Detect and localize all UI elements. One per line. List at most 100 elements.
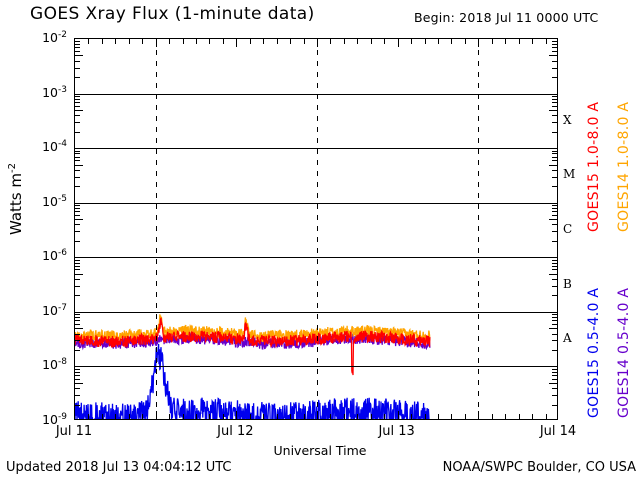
minor-tick bbox=[552, 340, 557, 341]
minor-tick bbox=[519, 39, 520, 44]
minor-tick bbox=[552, 241, 557, 242]
y-tick-mantissa: 10 bbox=[42, 193, 59, 209]
minor-tick bbox=[552, 320, 557, 321]
minor-tick bbox=[75, 44, 80, 45]
minor-tick bbox=[552, 211, 557, 212]
minor-tick bbox=[75, 186, 80, 187]
minor-tick bbox=[75, 61, 80, 62]
minor-tick bbox=[75, 405, 80, 406]
x-tick-label-jul-13: Jul 13 bbox=[378, 424, 415, 439]
minor-tick bbox=[75, 369, 80, 370]
minor-tick bbox=[290, 414, 291, 419]
minor-tick bbox=[236, 411, 237, 419]
minor-tick bbox=[451, 414, 452, 419]
legend-goes14-long: GOES14 1.0-8.0 A bbox=[616, 101, 632, 232]
minor-tick bbox=[75, 219, 83, 220]
begin-time-label: Begin: 2018 Jul 11 0000 UTC bbox=[414, 10, 599, 25]
minor-tick bbox=[552, 170, 557, 171]
y-tick-exponent: -8 bbox=[58, 357, 67, 368]
y-tick-label--9: 10-9 bbox=[42, 412, 67, 427]
minor-tick bbox=[552, 186, 557, 187]
y-tick-label--4: 10-4 bbox=[42, 139, 67, 154]
minor-tick bbox=[552, 224, 557, 225]
minor-tick bbox=[304, 414, 305, 419]
minor-tick bbox=[75, 320, 80, 321]
minor-tick bbox=[75, 55, 83, 56]
minor-tick bbox=[156, 39, 157, 47]
minor-tick bbox=[552, 279, 557, 280]
minor-tick bbox=[552, 122, 557, 123]
minor-tick bbox=[290, 39, 291, 44]
minor-tick bbox=[75, 372, 80, 373]
minor-tick bbox=[75, 375, 80, 376]
minor-tick bbox=[75, 102, 80, 103]
minor-tick bbox=[552, 379, 557, 380]
minor-tick bbox=[465, 414, 466, 419]
minor-tick bbox=[552, 295, 557, 296]
minor-tick bbox=[549, 110, 557, 111]
y-tick-exponent: -6 bbox=[58, 248, 67, 259]
minor-tick bbox=[552, 334, 557, 335]
gridline-horizontal bbox=[75, 94, 557, 95]
minor-tick bbox=[552, 324, 557, 325]
x-tick-label-jul-11: Jul 11 bbox=[55, 424, 93, 439]
minor-tick bbox=[492, 39, 493, 44]
minor-tick bbox=[552, 115, 557, 116]
minor-tick bbox=[451, 39, 452, 44]
minor-tick bbox=[492, 414, 493, 419]
minor-tick bbox=[552, 132, 557, 133]
y-tick-mantissa: 10 bbox=[42, 248, 59, 264]
minor-tick bbox=[75, 295, 80, 296]
minor-tick bbox=[209, 39, 210, 44]
minor-tick bbox=[75, 165, 83, 166]
plot-area bbox=[74, 38, 558, 420]
minor-tick bbox=[330, 39, 331, 44]
minor-tick bbox=[75, 286, 80, 287]
minor-tick bbox=[209, 414, 210, 419]
minor-tick bbox=[75, 224, 80, 225]
minor-tick bbox=[75, 177, 80, 178]
flare-class-C: C bbox=[563, 222, 573, 236]
minor-tick bbox=[75, 96, 80, 97]
data-traces bbox=[75, 314, 431, 419]
minor-tick bbox=[183, 414, 184, 419]
minor-tick bbox=[465, 39, 466, 44]
minor-tick bbox=[552, 51, 557, 52]
minor-tick bbox=[344, 414, 345, 419]
flare-class-M: M bbox=[563, 167, 576, 182]
minor-tick bbox=[169, 39, 170, 44]
y-tick-exponent: -7 bbox=[58, 302, 67, 313]
minor-tick bbox=[552, 205, 557, 206]
y-tick-mantissa: 10 bbox=[42, 412, 59, 428]
minor-tick bbox=[236, 39, 237, 47]
y-tick-exponent: -4 bbox=[58, 139, 67, 150]
minor-tick bbox=[75, 132, 80, 133]
minor-tick bbox=[552, 99, 557, 100]
minor-tick bbox=[552, 68, 557, 69]
minor-tick bbox=[425, 39, 426, 44]
minor-tick bbox=[75, 266, 80, 267]
minor-tick bbox=[552, 41, 557, 42]
minor-tick bbox=[196, 39, 197, 44]
minor-tick bbox=[438, 39, 439, 44]
minor-tick bbox=[250, 39, 251, 44]
minor-tick bbox=[552, 231, 557, 232]
minor-tick bbox=[75, 350, 80, 351]
flare-class-B: B bbox=[563, 276, 572, 291]
minor-tick bbox=[75, 122, 80, 123]
y-tick-label--6: 10-6 bbox=[42, 248, 67, 263]
gridline-horizontal bbox=[75, 312, 557, 313]
minor-tick bbox=[102, 39, 103, 44]
minor-tick bbox=[478, 39, 479, 47]
y-tick-mantissa: 10 bbox=[42, 30, 59, 46]
minor-tick bbox=[552, 77, 557, 78]
minor-tick bbox=[552, 375, 557, 376]
gridline-vertical-dashed bbox=[156, 39, 157, 419]
updated-timestamp: Updated 2018 Jul 13 04:04:12 UTC bbox=[6, 460, 232, 475]
minor-tick bbox=[546, 39, 547, 44]
minor-tick bbox=[552, 350, 557, 351]
y-tick-mantissa: 10 bbox=[42, 357, 59, 373]
minor-tick bbox=[552, 266, 557, 267]
minor-tick bbox=[75, 151, 80, 152]
minor-tick bbox=[75, 314, 80, 315]
